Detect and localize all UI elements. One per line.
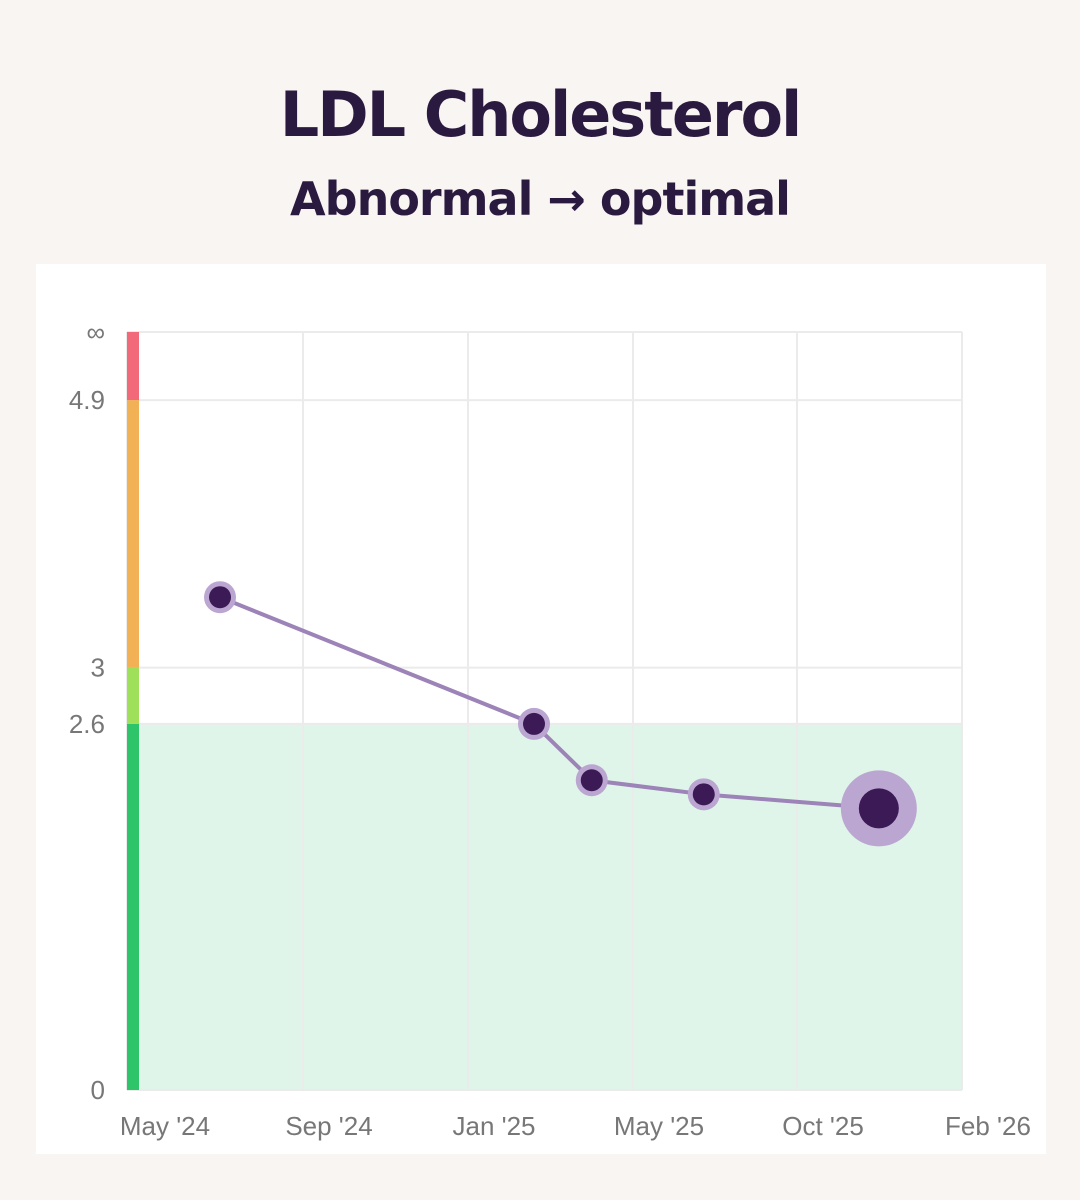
x-tick-label: Sep '24	[285, 1111, 372, 1141]
y-tick-label: 2.6	[69, 709, 105, 739]
data-point	[523, 712, 545, 735]
x-tick-label: Oct '25	[782, 1111, 864, 1141]
x-tick-label: Feb '26	[945, 1111, 1031, 1141]
data-point	[692, 783, 715, 806]
range-zone-bar	[127, 723, 139, 1090]
x-tick-label: May '25	[614, 1111, 704, 1141]
y-tick-label: 0	[91, 1075, 105, 1105]
chart-title: LDL Cholesterol	[279, 78, 803, 151]
range-zone-bar	[127, 400, 139, 668]
latest-data-point	[858, 788, 899, 829]
y-tick-label: ∞	[86, 317, 105, 347]
range-zone-bar	[127, 667, 139, 724]
x-tick-label: Jan '25	[452, 1111, 535, 1141]
data-point	[580, 769, 603, 792]
data-point	[209, 586, 232, 609]
chart-subtitle: Abnormal → optimal	[290, 172, 791, 226]
optimal-range-shading	[127, 723, 962, 1090]
y-tick-label: 4.9	[69, 385, 105, 415]
y-tick-label: 3	[91, 653, 105, 683]
range-zone-bar	[127, 332, 139, 401]
x-tick-label: May '24	[120, 1111, 210, 1141]
